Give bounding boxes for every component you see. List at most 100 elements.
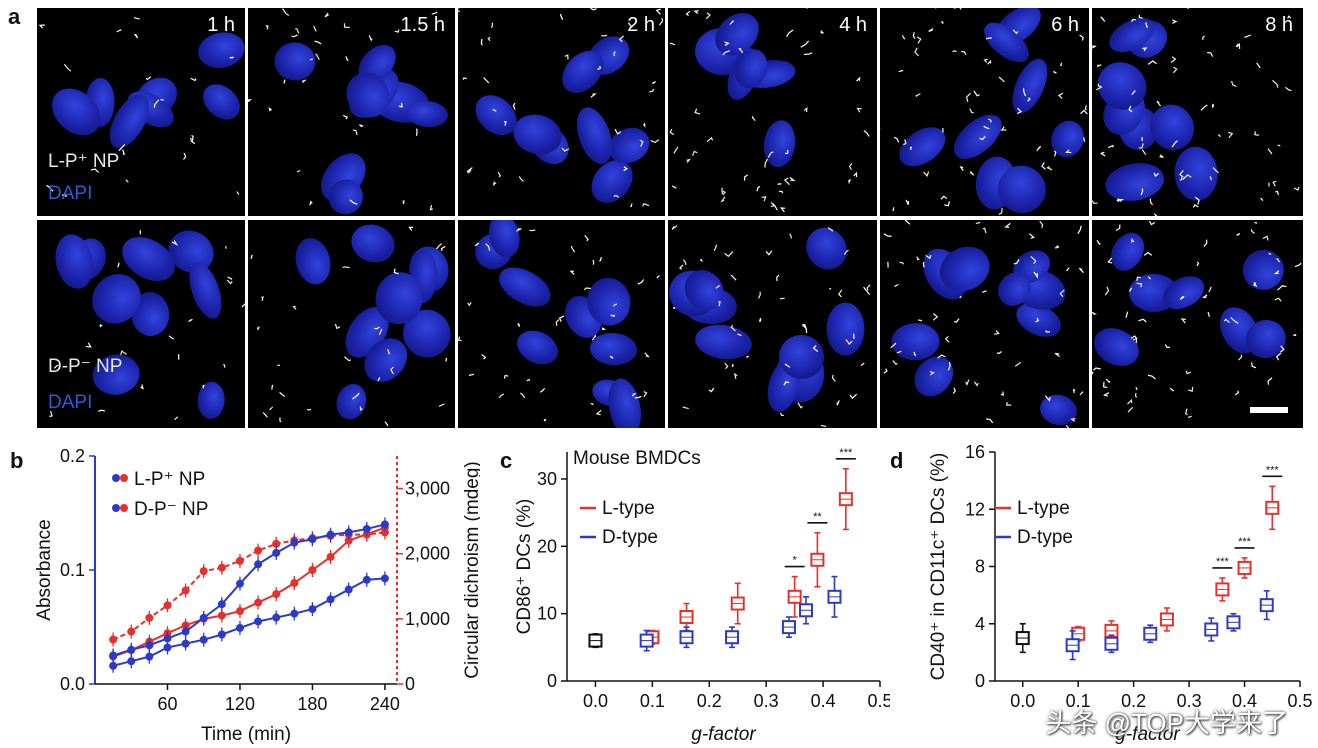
particle-signal — [866, 284, 871, 291]
particle-signal — [1287, 15, 1292, 19]
particle-signal — [764, 158, 768, 168]
particle-signal — [694, 108, 701, 115]
particle-signal — [837, 289, 843, 298]
x-tick-label: 60 — [157, 694, 177, 714]
particle-signal — [849, 393, 858, 400]
data-point — [199, 635, 208, 644]
particle-signal — [1153, 213, 1158, 216]
x-tick-label: 0.3 — [754, 691, 779, 711]
particle-signal — [1128, 105, 1133, 113]
data-point — [254, 560, 263, 569]
particle-signal — [378, 328, 383, 335]
particle-signal — [1079, 34, 1084, 41]
particle-signal — [390, 366, 394, 375]
data-point — [254, 546, 263, 555]
particle-signal — [38, 24, 45, 29]
particle-signal — [116, 28, 122, 33]
row1-np-label: L-P⁺ NP — [48, 151, 120, 172]
particle-signal — [474, 242, 480, 247]
data-point — [163, 643, 172, 652]
y-tick-label: 30 — [537, 469, 557, 489]
particle-signal — [715, 284, 721, 289]
particle-signal — [672, 307, 676, 310]
particle-signal — [597, 65, 602, 71]
y-tick-label: 0.1 — [60, 560, 85, 580]
particle-signal — [1148, 220, 1156, 226]
particle-signal — [62, 194, 68, 197]
particle-signal — [343, 23, 350, 28]
particle-signal — [751, 115, 756, 122]
particle-signal — [890, 342, 897, 349]
particle-signal — [940, 21, 944, 24]
particle-signal — [1164, 344, 1170, 349]
particle-signal — [359, 406, 363, 411]
particle-signal — [706, 136, 714, 143]
particle-signal — [954, 318, 960, 323]
particle-signal — [1092, 311, 1098, 315]
particle-signal — [1138, 143, 1144, 149]
particle-signal — [265, 24, 269, 30]
particle-signal — [85, 342, 92, 348]
particle-signal — [724, 362, 729, 370]
particle-signal — [46, 184, 54, 192]
significance-marker: *** — [1238, 536, 1252, 548]
particle-signal — [669, 128, 675, 136]
particle-signal — [789, 233, 792, 239]
particle-signal — [1004, 222, 1011, 228]
particle-signal — [352, 392, 360, 400]
y-tick-label: 0 — [547, 671, 557, 691]
particle-signal — [1100, 151, 1106, 157]
particle-signal — [1130, 238, 1135, 243]
particle-signal — [965, 379, 970, 386]
significance-marker: ** — [813, 511, 822, 523]
particle-signal — [1022, 88, 1027, 97]
particle-signal — [368, 35, 373, 42]
particle-signal — [745, 355, 750, 358]
particle-signal — [90, 168, 99, 173]
particle-signal — [1238, 354, 1243, 361]
particle-signal — [313, 25, 317, 32]
particle-signal — [292, 305, 297, 310]
legend-marker — [120, 474, 128, 482]
particle-signal — [623, 166, 629, 172]
panel-c-letter: c — [500, 448, 513, 473]
particle-signal — [160, 98, 164, 101]
time-label: 8 h — [1265, 14, 1293, 36]
particle-signal — [1293, 186, 1300, 192]
particle-signal — [120, 350, 127, 355]
particle-signal — [631, 393, 637, 397]
particle-signal — [1285, 86, 1292, 92]
particle-signal — [262, 412, 268, 418]
particle-signal — [827, 227, 834, 232]
particle-signal — [1039, 220, 1044, 228]
particle-signal — [543, 418, 547, 422]
particle-signal — [973, 381, 979, 387]
time-label: 1 h — [207, 14, 235, 36]
particle-signal — [994, 330, 1000, 335]
row1-dapi-label: DAPI — [48, 183, 93, 204]
data-point — [145, 641, 154, 650]
particle-signal — [599, 256, 602, 262]
data-point — [380, 520, 389, 529]
particle-signal — [1143, 251, 1153, 256]
data-point — [272, 548, 281, 557]
particle-signal — [595, 409, 602, 416]
legend-label: L-type — [1017, 498, 1070, 519]
y-tick-label: 8 — [975, 557, 985, 577]
particle-signal — [1030, 255, 1037, 265]
y-axis-label: Absorbance — [34, 519, 55, 620]
particle-signal — [1153, 172, 1160, 178]
particle-signal — [1084, 105, 1087, 111]
particle-signal — [896, 350, 902, 354]
particle-signal — [1066, 267, 1070, 272]
particle-signal — [679, 264, 684, 270]
particle-signal — [569, 270, 575, 275]
particle-signal — [1000, 391, 1004, 396]
particle-signal — [1171, 19, 1178, 24]
particle-signal — [1028, 233, 1035, 239]
legend-label: D-type — [602, 527, 658, 548]
particle-signal — [1187, 8, 1189, 10]
particle-signal — [644, 352, 650, 358]
particle-signal — [613, 194, 620, 198]
particle-signal — [493, 181, 497, 187]
